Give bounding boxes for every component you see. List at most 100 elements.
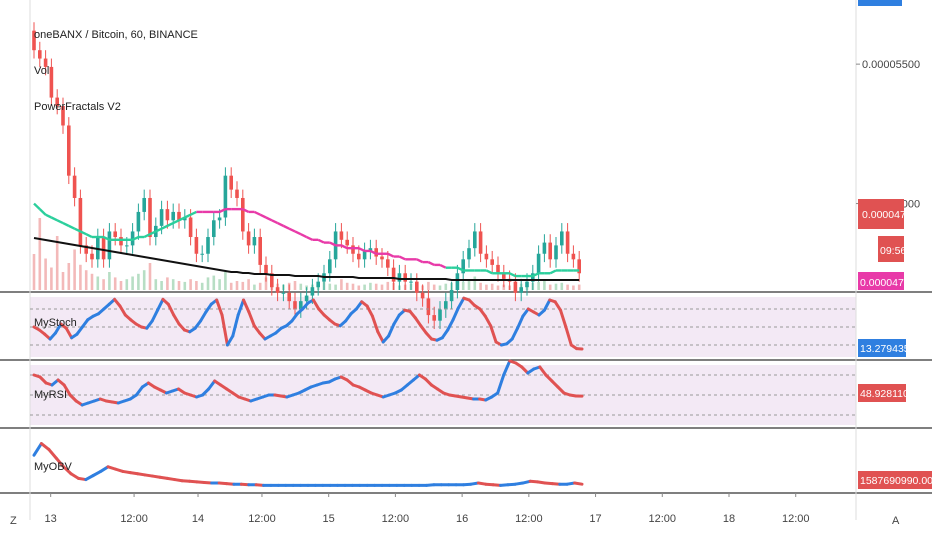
candle-body [490, 259, 494, 265]
candle-body [519, 287, 523, 293]
volume-bar [548, 284, 552, 290]
panel-line-mystoch [150, 308, 160, 323]
auto-scale-button[interactable]: A [892, 515, 900, 527]
panel-line-mystoch [220, 313, 229, 347]
ema-line [387, 252, 395, 258]
ema-line [132, 235, 139, 241]
candle-body [212, 220, 216, 238]
candle-body [113, 231, 117, 238]
volume-bar [241, 281, 245, 290]
volume-bar [160, 281, 163, 290]
rsi-legend[interactable]: MyRSI [34, 389, 67, 401]
volume-bar [345, 282, 349, 290]
volume-bar [177, 281, 181, 290]
ema-line [143, 233, 151, 239]
panel-line-mystoch [370, 314, 380, 334]
candle-body [484, 253, 489, 260]
panel-line-myrsi [62, 383, 72, 397]
candles [32, 22, 581, 330]
candle-body [467, 248, 471, 260]
candle-body [571, 253, 576, 260]
ema-line [317, 238, 325, 244]
candle-body [252, 237, 257, 246]
svg-text:0.00004735: 0.00004735 [860, 277, 916, 289]
candle-body [455, 273, 460, 290]
panel-line-mystoch [564, 325, 573, 347]
candle-body [577, 259, 581, 274]
ema-line [242, 208, 250, 214]
ema-line [271, 219, 279, 225]
candle-body [391, 267, 396, 282]
candle-body [148, 197, 152, 238]
volume-bar [166, 277, 169, 290]
candle-body [403, 273, 407, 282]
candle-body [194, 237, 199, 254]
volume-bar [537, 281, 540, 290]
rsi-value-badge: 48.92811018 [858, 384, 921, 402]
volume-bar [566, 284, 569, 290]
timezone-button[interactable]: Z [10, 515, 17, 527]
ema-price-badge: 0.00004735 [858, 272, 916, 290]
symbol-title[interactable]: oneBANX / Bitcoin, 60, BINANCE [34, 29, 198, 41]
candle-body [264, 264, 268, 274]
ema-line [329, 241, 337, 247]
ema-line [103, 235, 110, 241]
candle-body [241, 197, 245, 232]
candle-body [125, 245, 129, 247]
ema-line [456, 266, 464, 272]
candle-body [449, 290, 454, 302]
ema-line [155, 227, 163, 233]
stoch-legend[interactable]: MyStoch [34, 317, 77, 329]
volume-bar [131, 276, 134, 290]
axis-scroll-marker[interactable] [858, 0, 902, 6]
ema-line [277, 221, 284, 227]
volume-bar [380, 284, 384, 290]
volume-bar [183, 281, 187, 290]
volume-bar [369, 282, 372, 290]
candle-body [461, 259, 465, 274]
powerfractals-legend[interactable]: PowerFractals V2 [34, 101, 121, 113]
panel-line-mystoch [64, 326, 74, 340]
volume-bar [467, 279, 471, 290]
obv-legend[interactable]: MyOBV [34, 461, 73, 473]
volume-bar [102, 279, 105, 290]
volume-bar [247, 279, 250, 290]
panel-line-myobv [39, 442, 51, 451]
candle-body [38, 50, 42, 59]
candle-body [525, 281, 529, 288]
ema-line [439, 263, 447, 269]
panel-line-myobv [62, 465, 73, 476]
volume-bar [137, 273, 140, 290]
ema-line [178, 216, 186, 222]
ema-line [38, 208, 47, 216]
volume-bar [363, 284, 366, 290]
ema-line [79, 230, 87, 236]
volume-bar [554, 283, 558, 290]
panel-line-mystoch [118, 304, 127, 317]
candle-body [142, 197, 146, 212]
volume-bar [206, 277, 210, 290]
ema-line [288, 227, 296, 233]
candle-body [362, 250, 367, 260]
candle-body [223, 175, 228, 218]
panel-line-mystoch [199, 310, 208, 323]
candle-body [258, 237, 262, 265]
volume-bar [171, 279, 175, 290]
panel-line-mystoch [440, 328, 450, 340]
time-tick-label: 12:00 [248, 513, 276, 525]
ema-line [282, 224, 290, 230]
candle-body [351, 245, 355, 254]
candle-body [328, 259, 332, 274]
panel-line-mystoch [231, 313, 240, 338]
volume-bar [427, 281, 430, 290]
candle-body [432, 315, 436, 321]
panel-line-myobv [573, 481, 584, 486]
volume-bar [96, 276, 100, 290]
volume-legend[interactable]: Vol [34, 65, 49, 77]
ema-line [485, 269, 493, 275]
ema-line [50, 216, 58, 222]
ema-line [532, 272, 540, 278]
time-tick-label: 13 [45, 513, 57, 525]
volume-bar [334, 284, 337, 290]
